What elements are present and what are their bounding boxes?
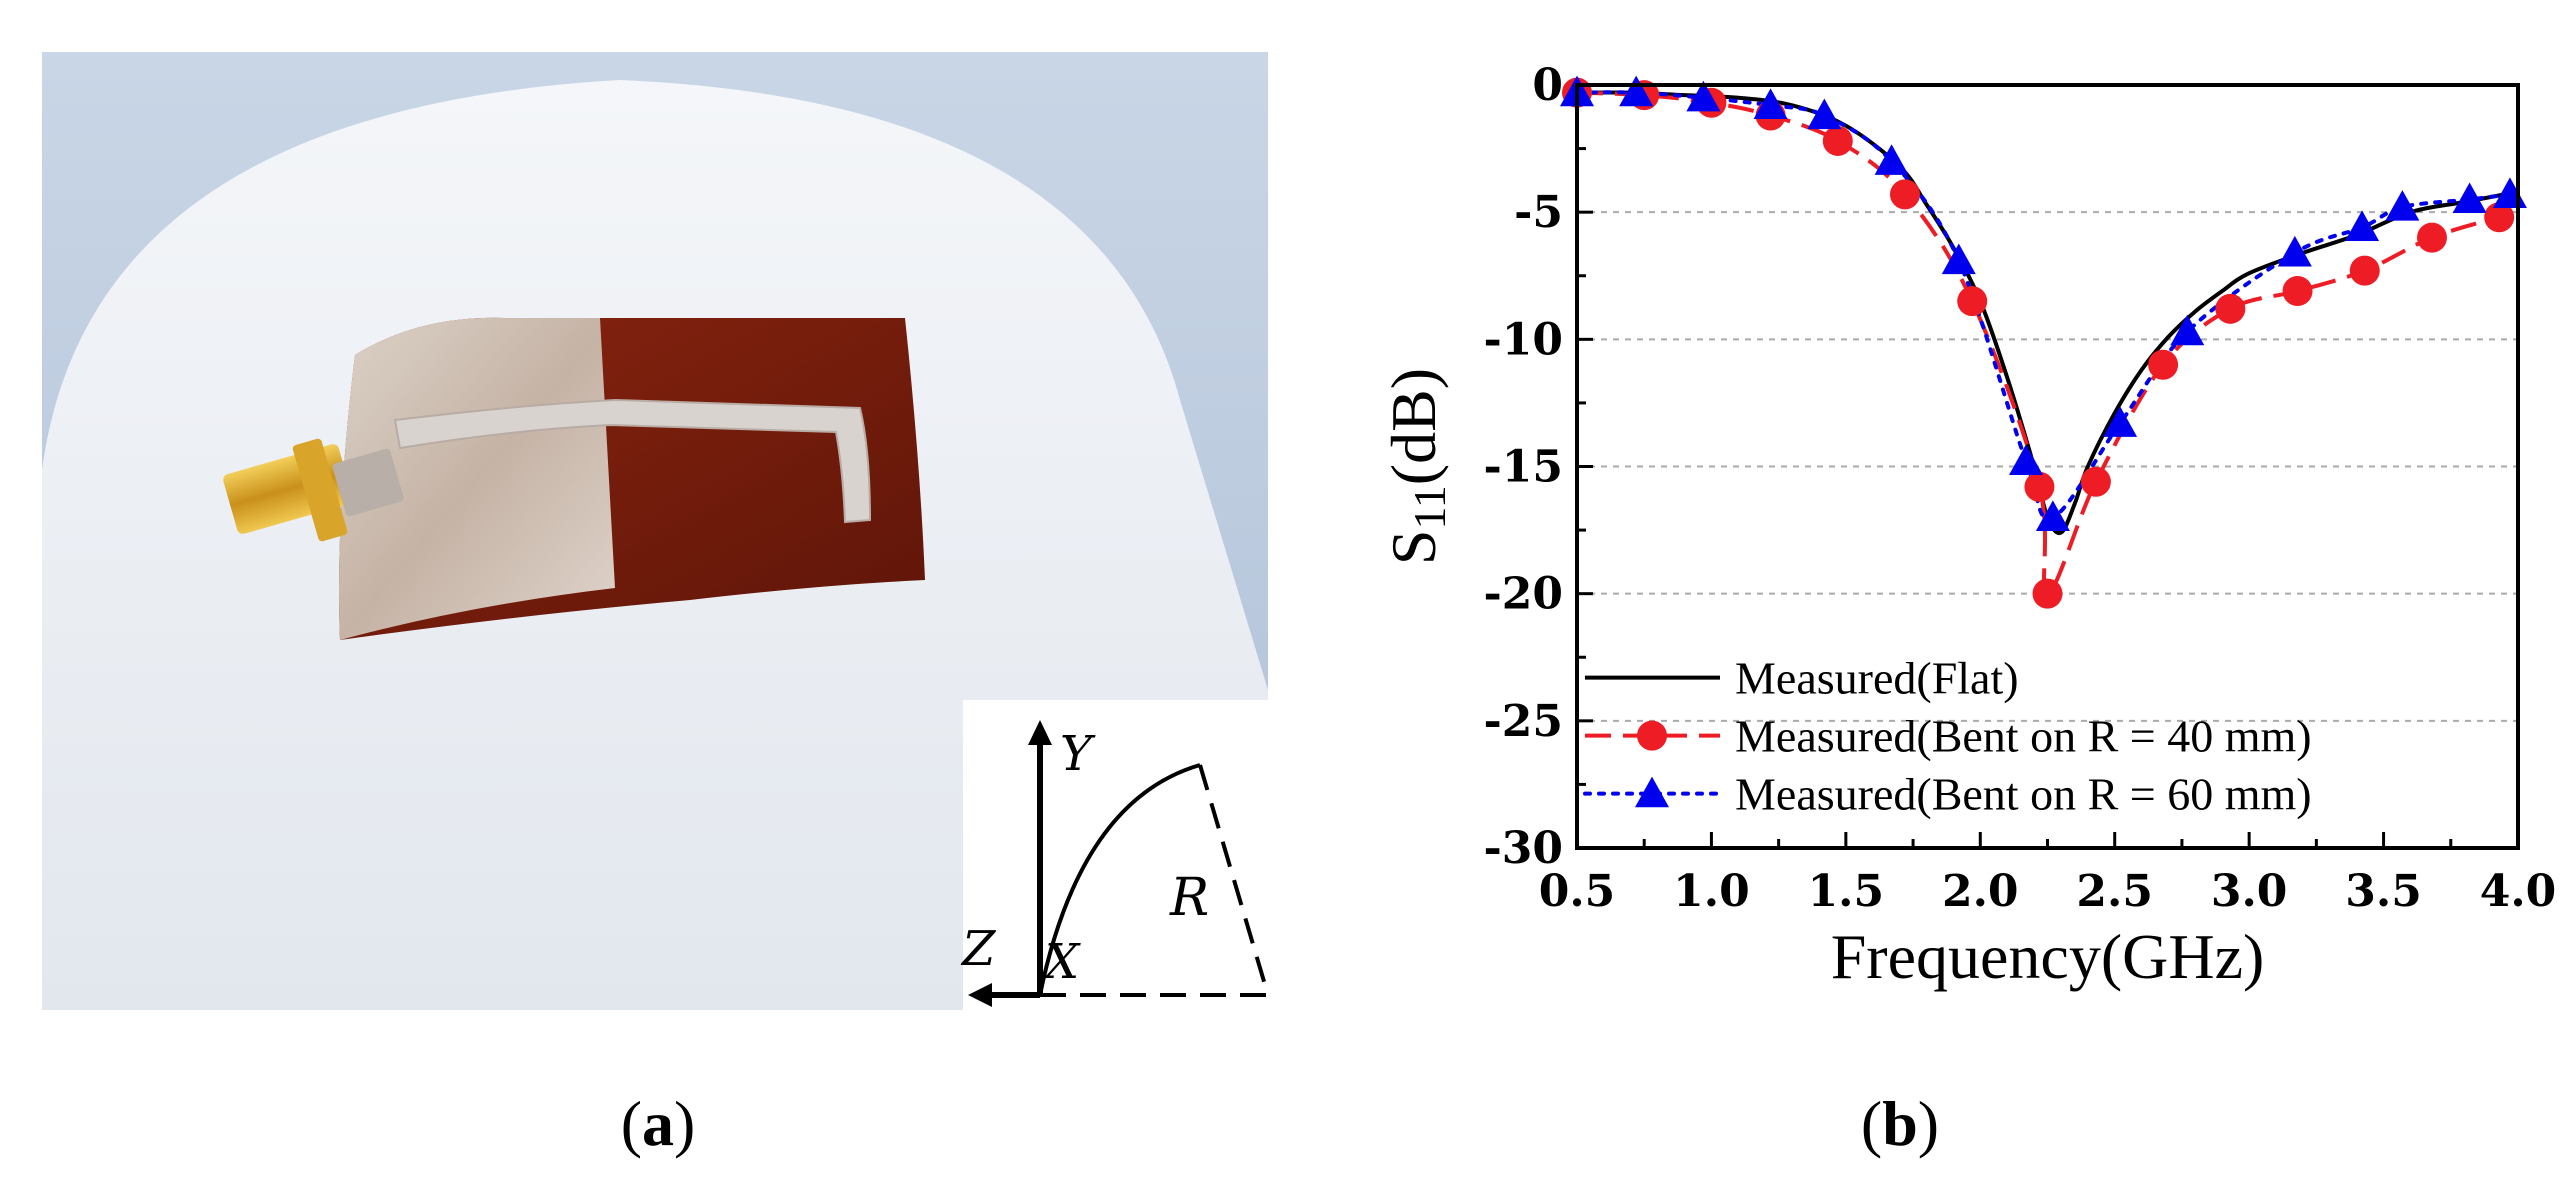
- data-point-series-3: [1941, 243, 1976, 275]
- photo-panel: Y Z X R (a): [42, 52, 1270, 1159]
- x-tick-label: 1.5: [1808, 866, 1885, 917]
- antenna-photo: Y Z X R (a): [42, 52, 1270, 1159]
- chart-panel: 0.5 1.0 1.5 2.0 2.5 3.0 3.5 4.0 0 -5 -10 -15 -20 -25 -…: [1300, 0, 2565, 1187]
- x-axis-title: Frequency(GHz): [1831, 921, 2265, 992]
- series-line-3: [1575, 90, 2512, 521]
- data-point-series-3: [1874, 144, 1909, 175]
- z-arrow-head: [968, 983, 992, 1007]
- legend-marker-2: [1637, 720, 1667, 751]
- data-point-series-3: [1686, 80, 1721, 112]
- x-tick-label: 1.0: [1673, 866, 1750, 917]
- caption-b: (b): [1861, 1088, 1939, 1159]
- y-tick-label: -10: [1484, 314, 1564, 365]
- data-point-series-3: [2103, 406, 2138, 437]
- data-point-series-2: [2024, 471, 2055, 502]
- sma-connector: [223, 438, 404, 542]
- y-tick-label: -20: [1484, 569, 1564, 620]
- data-point-series-3: [2035, 500, 2070, 531]
- x-tick-label: 2.5: [2076, 866, 2153, 917]
- grid-layer: [1577, 211, 2518, 722]
- legend-label-2: Measured(Bent on R = 40 mm): [1735, 711, 2312, 762]
- data-point-series-2: [2148, 349, 2179, 380]
- inset-label-r: R: [1169, 868, 1209, 928]
- data-point-series-3: [1753, 88, 1788, 119]
- legend-marker-3: [1635, 776, 1669, 808]
- y-tick-label: -5: [1514, 187, 1563, 238]
- bend-arc: [1038, 763, 1201, 996]
- data-point-series-2: [1890, 179, 1921, 210]
- data-point-series-2: [2484, 202, 2515, 233]
- inset-label-y: Y: [1060, 726, 1096, 782]
- tick-label-layer: 0.5 1.0 1.5 2.0 2.5 3.0 3.5 4.0 0 -5 -10 -15 -20 -25 -…: [1484, 60, 2557, 917]
- series-line-2: [1576, 90, 2500, 596]
- x-tick-label: 2.0: [1942, 866, 2019, 917]
- legend: Measured(Flat) Measured(Bent on R = 40 mm…: [1583, 653, 2312, 820]
- data-point-series-2: [2416, 222, 2447, 253]
- data-point-series-3: [2385, 190, 2420, 221]
- caption-a: (a): [621, 1088, 696, 1159]
- inset-label-x: X: [1041, 934, 1081, 990]
- data-point-series-3: [2170, 314, 2205, 346]
- y-arrow-head: [1028, 720, 1052, 745]
- data-point-series-3: [2492, 177, 2527, 208]
- data-point-series-3: [2452, 182, 2487, 214]
- x-tick-label: 3.0: [2211, 866, 2288, 917]
- data-point-series-3: [1807, 98, 1842, 130]
- data-point-series-2: [2032, 578, 2063, 609]
- radiating-strip: [393, 398, 872, 524]
- tick-layer: [1575, 83, 2520, 850]
- legend-label-3: Measured(Bent on R = 60 mm): [1735, 769, 2312, 820]
- data-point-series-3: [2008, 444, 2043, 476]
- legend-label-1: Measured(Flat): [1735, 653, 2019, 704]
- y-tick-label: -15: [1484, 442, 1564, 493]
- data-point-series-3: [2345, 210, 2380, 242]
- inset-box: [963, 700, 1268, 1010]
- data-point-series-2: [2282, 276, 2313, 307]
- marker-layer: [1560, 75, 2527, 609]
- data-point-series-2: [1957, 286, 1988, 317]
- data-point-series-2: [2080, 466, 2111, 497]
- x-tick-label: 3.5: [2345, 866, 2422, 917]
- x-tick-label: 4.0: [2480, 866, 2557, 917]
- y-tick-label: 0: [1532, 60, 1563, 111]
- inset-label-z: Z: [960, 921, 997, 977]
- data-point-series-3: [2277, 235, 2312, 267]
- y-axis-title: S11(dB): [1378, 368, 1455, 565]
- y-tick-label: -25: [1484, 696, 1564, 747]
- data-point-series-2: [2215, 293, 2246, 324]
- y-tick-label: -30: [1484, 823, 1564, 874]
- data-point-series-2: [2349, 255, 2380, 286]
- ground-plane: [339, 317, 615, 640]
- x-tick-label: 0.5: [1539, 866, 1616, 917]
- coordinate-inset: Y Z X R: [960, 700, 1270, 1010]
- s11-chart: 0.5 1.0 1.5 2.0 2.5 3.0 3.5 4.0 0 -5 -10 -15 -20 -25 -…: [1378, 60, 2557, 1159]
- data-point-series-2: [1822, 125, 1853, 156]
- data-point-series-3: [1619, 75, 1654, 107]
